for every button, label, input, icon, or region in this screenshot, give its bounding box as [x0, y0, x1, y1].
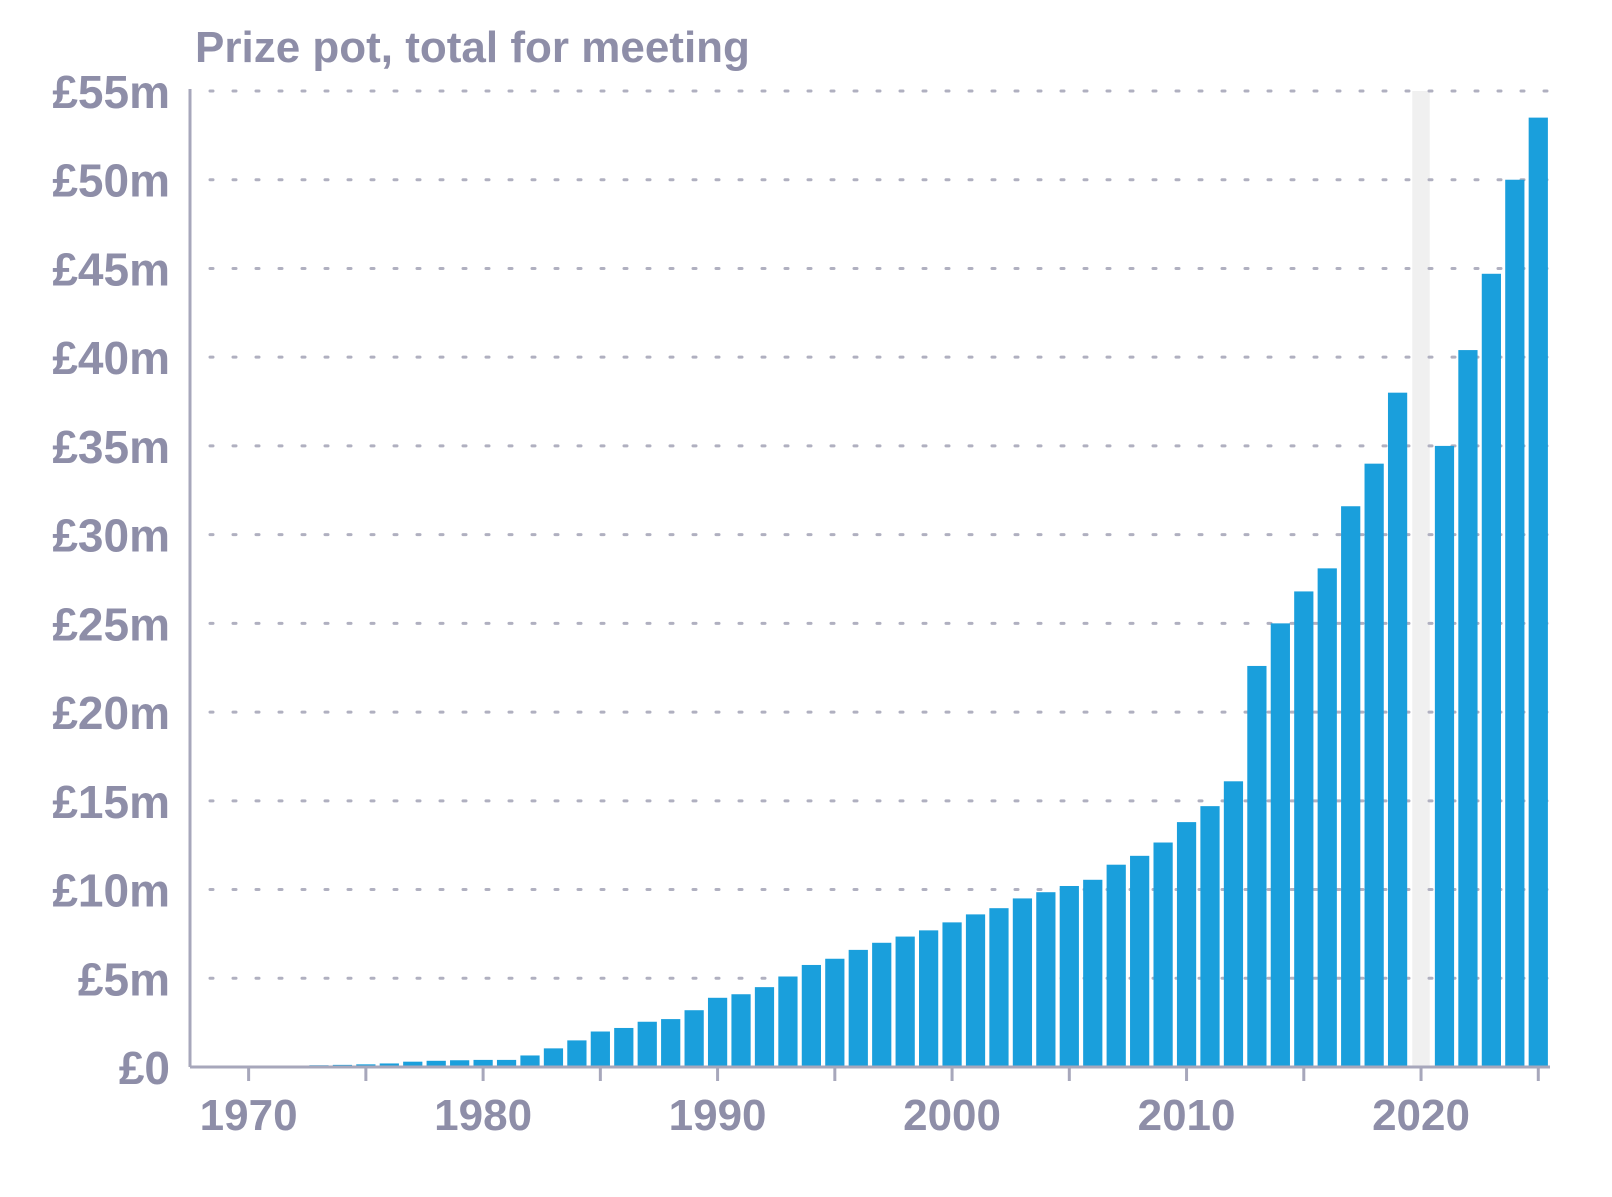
x-tick-label: 1970 [200, 1091, 298, 1140]
bar-2005 [1059, 885, 1079, 1067]
bar-2015 [1294, 591, 1314, 1067]
bar-1990 [707, 997, 728, 1067]
y-tick-label: £20m [52, 687, 170, 739]
x-tick-label: 1990 [669, 1091, 767, 1140]
bar-2025 [1528, 117, 1548, 1068]
bar-1982 [520, 1055, 540, 1067]
bar-1979 [450, 1060, 470, 1067]
bar-2019 [1387, 392, 1408, 1067]
bar-1999 [919, 930, 939, 1067]
bars [192, 117, 1548, 1068]
bar-2022 [1458, 350, 1478, 1068]
bar-2001 [965, 914, 986, 1067]
y-tick-labels: £0 £5m £10m £15m £20m £25m £30m £35m £40m £45m £50… [52, 66, 170, 1094]
bar-2004 [1036, 892, 1056, 1067]
bar-2002 [989, 908, 1009, 1067]
bar-1985 [590, 1031, 610, 1067]
bar-2023 [1481, 273, 1501, 1067]
bar-1995 [825, 958, 845, 1067]
y-tick-label: £50m [52, 155, 170, 207]
bar-1978 [426, 1060, 446, 1067]
y-tick-label: £30m [52, 510, 170, 562]
bar-2011 [1200, 806, 1220, 1067]
x-tick-label: 2020 [1372, 1091, 1470, 1140]
y-tick-label: £25m [52, 598, 170, 650]
bar-2007 [1106, 864, 1126, 1067]
bar-2012 [1223, 781, 1244, 1067]
bar-1989 [684, 1010, 704, 1067]
bar-1997 [872, 942, 892, 1067]
bar-1992 [754, 987, 775, 1067]
y-tick-label: £40m [52, 332, 170, 384]
gap-shade-layer [1412, 91, 1430, 1067]
bar-2018 [1364, 463, 1384, 1067]
bar-1994 [801, 964, 821, 1067]
x-tick-labels: 1970 1980 1990 2000 2010 2020 [200, 1091, 1470, 1140]
bar-1998 [895, 936, 915, 1067]
y-tick-label: £10m [52, 865, 170, 917]
bar-2006 [1083, 879, 1103, 1067]
bar-1993 [778, 976, 798, 1067]
bar-2021 [1434, 445, 1455, 1068]
bar-1984 [567, 1040, 587, 1067]
bar-2003 [1012, 898, 1033, 1067]
bar-1976 [379, 1063, 399, 1067]
bar-1977 [403, 1061, 423, 1067]
bar-2016 [1317, 568, 1337, 1067]
bar-1983 [543, 1048, 564, 1067]
bar-1980 [473, 1059, 493, 1067]
gap-shade-2020 [1412, 91, 1430, 1067]
bar-1996 [848, 949, 868, 1067]
y-tick-label: £55m [52, 66, 170, 118]
y-tick-label: £15m [52, 776, 170, 828]
bar-2013 [1247, 665, 1267, 1067]
bar-2000 [942, 922, 962, 1067]
x-tick-label: 1980 [434, 1091, 532, 1140]
bar-2014 [1270, 623, 1290, 1067]
bar-1991 [731, 994, 751, 1067]
y-tick-label: £5m [78, 953, 170, 1005]
bar-2010 [1176, 822, 1197, 1067]
bar-2009 [1153, 842, 1173, 1067]
y-tick-label: £45m [52, 243, 170, 295]
bar-2017 [1341, 506, 1361, 1067]
bar-2008 [1130, 855, 1150, 1067]
bar-1986 [614, 1027, 634, 1067]
x-tick-label: 2000 [903, 1091, 1001, 1140]
axes [188, 89, 1550, 1081]
y-tick-label: £0 [119, 1042, 170, 1094]
y-tick-label: £35m [52, 421, 170, 473]
bar-1988 [661, 1019, 681, 1067]
bar-2024 [1505, 179, 1525, 1067]
x-tick-label: 2010 [1138, 1091, 1236, 1140]
chart-title: Prize pot, total for meeting [195, 23, 750, 72]
bar-1981 [496, 1059, 517, 1067]
bar-1987 [637, 1021, 657, 1067]
